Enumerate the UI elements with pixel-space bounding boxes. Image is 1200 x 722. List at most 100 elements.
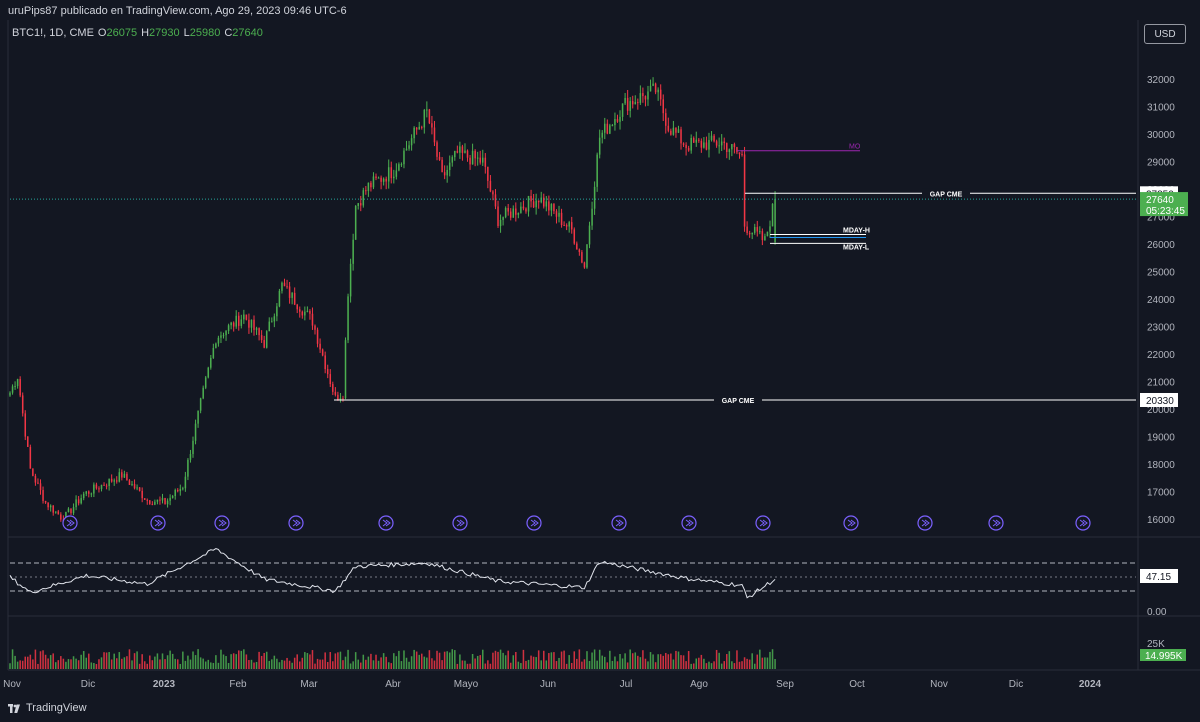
- price-tick-label: 16000: [1147, 515, 1175, 526]
- candle-body: [753, 227, 756, 233]
- volume-bar: [652, 654, 654, 669]
- time-tick-label: Ago: [690, 679, 708, 690]
- volume-bar: [19, 660, 21, 669]
- volume-bar: [718, 652, 720, 669]
- volume-bar: [690, 663, 692, 669]
- volume-bar: [220, 649, 222, 669]
- volume-bar: [504, 655, 507, 669]
- volume-bar: [482, 649, 484, 669]
- volume-bar: [278, 662, 281, 669]
- price-tick-label: 25000: [1147, 268, 1175, 279]
- volume-bar: [464, 660, 466, 669]
- volume-bar: [558, 657, 560, 669]
- volume-bar: [199, 657, 202, 669]
- volume-bar: [230, 654, 232, 669]
- candle-body: [581, 252, 583, 263]
- volume-bar: [306, 653, 309, 669]
- volume-bar: [298, 661, 301, 669]
- time-tick-label: Oct: [849, 679, 865, 690]
- candle-body: [639, 93, 642, 103]
- time-tick-label: Feb: [229, 679, 247, 690]
- candle-body: [225, 330, 227, 336]
- candle-body: [647, 91, 649, 100]
- volume-bar: [9, 663, 11, 669]
- volume-bar: [288, 660, 291, 669]
- volume-bar: [624, 653, 626, 669]
- candle-body: [583, 262, 586, 268]
- candle-body: [769, 226, 771, 232]
- volume-bar: [250, 659, 253, 669]
- volume-bar: [550, 652, 553, 669]
- volume-bar: [108, 652, 110, 669]
- volume-bar: [606, 662, 609, 669]
- candle-body: [377, 177, 380, 179]
- volume-bar: [578, 649, 581, 669]
- volume-bar: [677, 651, 680, 669]
- gap-lower-price-tag-bg: [1140, 392, 1178, 407]
- candle-body: [545, 201, 548, 207]
- volume-bar: [354, 652, 357, 669]
- volume-bar: [499, 649, 502, 669]
- candle-body: [504, 207, 507, 218]
- volume-bar: [492, 652, 494, 669]
- volume-bar: [93, 662, 95, 669]
- candle-body: [604, 123, 606, 133]
- time-axis: Nov Dic 2023 Feb Mar Abr Mayo Jun Jul Ago Sep Oct No…: [3, 679, 1101, 690]
- volume-bar: [654, 662, 657, 669]
- volume-bar: [619, 654, 621, 669]
- candle-body: [548, 201, 550, 211]
- volume-bar: [329, 652, 332, 669]
- candle-body: [19, 379, 21, 396]
- volume-bar: [344, 656, 347, 669]
- candle-body: [14, 386, 16, 388]
- candle-body: [426, 109, 428, 111]
- volume-bar: [342, 660, 344, 669]
- candle-body: [105, 485, 108, 487]
- candle-body: [171, 496, 174, 498]
- volume-bar: [489, 663, 492, 669]
- event-marker-icon: [526, 515, 542, 531]
- volume-bar: [438, 652, 441, 669]
- candle-body: [324, 355, 326, 370]
- volume-bar: [723, 661, 725, 669]
- volume-bar: [583, 659, 586, 669]
- volume-bar: [665, 652, 667, 669]
- candle-body: [766, 231, 769, 237]
- rsi-value-tag: 47.15: [1146, 572, 1171, 583]
- volume-bar: [593, 649, 596, 669]
- volume-bar: [67, 659, 70, 669]
- volume-bar: [509, 662, 512, 669]
- volume-bar: [548, 653, 550, 669]
- volume-bar: [405, 657, 408, 669]
- volume-bar: [133, 653, 136, 669]
- candle-body: [400, 164, 403, 166]
- volume-bar: [637, 655, 639, 669]
- price-axis: 16000 17000 18000 19000 20000 21000 22000 23000…: [1147, 75, 1175, 526]
- volume-bar: [16, 661, 19, 669]
- volume-bar: [479, 655, 481, 669]
- volume-bar: [769, 651, 771, 669]
- volume-bar: [227, 663, 230, 669]
- event-marker-icon: [378, 515, 394, 531]
- volume-bar: [197, 649, 199, 669]
- time-tick-label: Dic: [1009, 679, 1023, 690]
- candle-body: [184, 476, 187, 489]
- currency-button[interactable]: USD: [1144, 24, 1186, 44]
- candle-body: [631, 101, 634, 105]
- volume-bar: [311, 650, 314, 669]
- candle-body: [405, 148, 408, 151]
- volume-bar: [753, 663, 756, 669]
- volume-bar: [530, 655, 532, 669]
- candle-body: [560, 212, 563, 226]
- rsi-line: [9, 548, 776, 599]
- candle-body: [741, 154, 743, 156]
- volume-bar: [141, 654, 143, 669]
- candle-body: [642, 93, 644, 97]
- volume-bar: [174, 658, 176, 669]
- volume-value-tag-bg: [1140, 649, 1186, 661]
- candle-body: [588, 225, 591, 245]
- volume-bar: [507, 650, 509, 669]
- volume-bar: [736, 650, 738, 669]
